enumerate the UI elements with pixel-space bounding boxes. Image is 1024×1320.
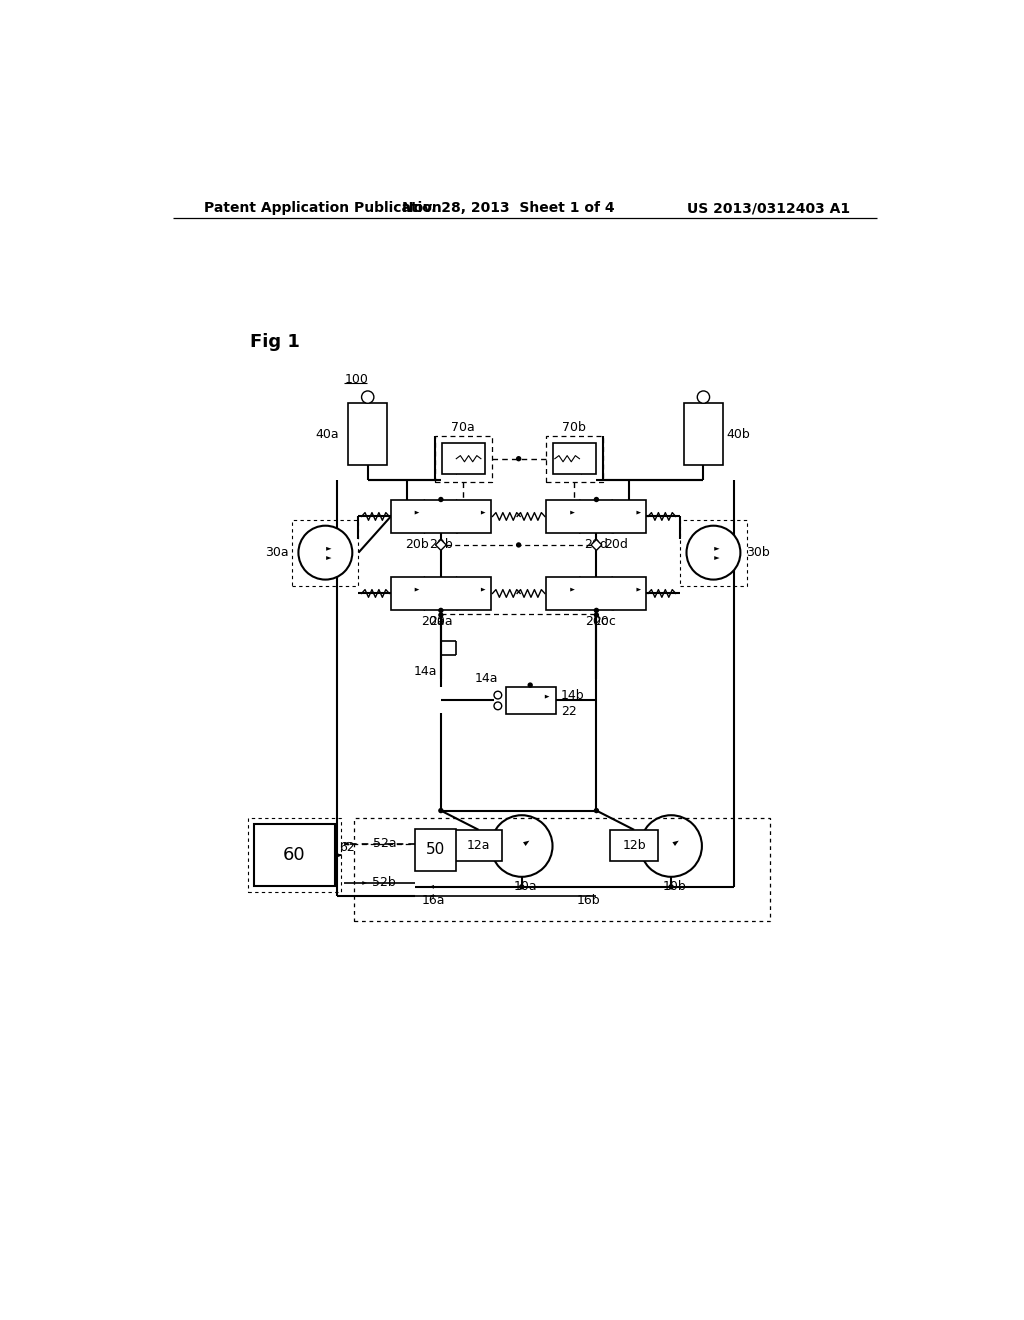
Bar (442, 444, 484, 474)
Circle shape (516, 455, 521, 462)
Text: Fig 1: Fig 1 (250, 333, 300, 351)
Circle shape (516, 543, 521, 548)
Text: 40b: 40b (727, 428, 751, 441)
Circle shape (490, 816, 553, 876)
Text: 52a: 52a (373, 837, 396, 850)
Circle shape (361, 391, 374, 404)
Text: 12b: 12b (623, 838, 646, 851)
Bar (506, 686, 556, 714)
Polygon shape (415, 587, 419, 591)
Polygon shape (344, 842, 348, 846)
Bar (391, 577, 490, 610)
Text: 20b: 20b (406, 539, 429, 552)
Text: 16a: 16a (422, 894, 444, 907)
Polygon shape (637, 511, 641, 515)
Text: 20a: 20a (429, 615, 453, 628)
Polygon shape (637, 587, 641, 591)
Bar (292, 520, 358, 586)
Polygon shape (481, 587, 485, 591)
Text: 12a: 12a (467, 838, 490, 851)
Bar (435, 436, 493, 482)
Text: 22: 22 (561, 705, 577, 718)
Polygon shape (591, 540, 602, 550)
Text: 10b: 10b (664, 879, 687, 892)
Text: 14b: 14b (561, 689, 585, 702)
Polygon shape (326, 556, 332, 560)
Polygon shape (435, 540, 446, 550)
Circle shape (519, 884, 524, 890)
Text: 14a: 14a (475, 672, 499, 685)
Text: 62: 62 (339, 841, 355, 854)
Bar (348, 404, 387, 465)
Polygon shape (429, 884, 434, 888)
Text: 40a: 40a (315, 428, 339, 441)
Text: 70a: 70a (452, 421, 475, 434)
Text: Nov. 28, 2013  Sheet 1 of 4: Nov. 28, 2013 Sheet 1 of 4 (401, 202, 614, 215)
Polygon shape (338, 853, 342, 857)
Circle shape (438, 612, 443, 618)
Bar (254, 825, 335, 886)
Circle shape (438, 496, 443, 502)
Circle shape (669, 884, 674, 890)
Circle shape (697, 391, 710, 404)
Text: 20d: 20d (585, 537, 608, 550)
Bar (455, 830, 503, 861)
Polygon shape (570, 587, 574, 591)
Text: 10a: 10a (514, 879, 538, 892)
Bar (553, 444, 596, 474)
Polygon shape (415, 511, 419, 515)
Text: 100: 100 (345, 372, 369, 385)
Bar (547, 499, 646, 533)
Circle shape (594, 612, 599, 618)
Bar (547, 577, 646, 610)
Bar (684, 404, 723, 465)
Polygon shape (523, 841, 529, 846)
Text: 20b: 20b (429, 537, 453, 550)
Text: 14a: 14a (414, 665, 437, 677)
Text: 20d: 20d (604, 539, 628, 552)
Circle shape (494, 702, 502, 710)
Circle shape (494, 692, 502, 700)
Bar (391, 499, 490, 533)
Text: 52b: 52b (373, 876, 396, 890)
Circle shape (594, 607, 599, 612)
Circle shape (438, 607, 443, 612)
Polygon shape (326, 546, 332, 550)
Circle shape (594, 496, 599, 502)
Text: Patent Application Publication: Patent Application Publication (204, 202, 441, 215)
Circle shape (438, 808, 443, 813)
Text: 50: 50 (426, 842, 445, 858)
Polygon shape (481, 511, 485, 515)
Circle shape (594, 808, 599, 813)
Circle shape (686, 525, 740, 579)
Polygon shape (429, 894, 434, 898)
Polygon shape (714, 556, 720, 560)
Bar (354, 817, 770, 921)
Text: 60: 60 (283, 846, 305, 865)
Polygon shape (545, 694, 550, 698)
Text: 20a: 20a (421, 615, 445, 628)
Polygon shape (673, 841, 679, 846)
Circle shape (640, 816, 701, 876)
Bar (546, 436, 603, 482)
Text: US 2013/0312403 A1: US 2013/0312403 A1 (687, 202, 851, 215)
Bar (610, 830, 658, 861)
Text: 30b: 30b (746, 546, 770, 560)
Text: 30a: 30a (265, 546, 289, 560)
Polygon shape (362, 880, 367, 884)
Circle shape (298, 525, 352, 579)
Polygon shape (714, 546, 720, 550)
Circle shape (527, 682, 532, 688)
Bar (680, 520, 746, 586)
Bar (248, 818, 341, 892)
Text: 20c: 20c (585, 615, 608, 628)
Text: 20c: 20c (593, 615, 615, 628)
Bar (416, 829, 456, 871)
Polygon shape (570, 511, 574, 515)
Text: 70b: 70b (562, 421, 586, 434)
Text: 16b: 16b (577, 894, 600, 907)
